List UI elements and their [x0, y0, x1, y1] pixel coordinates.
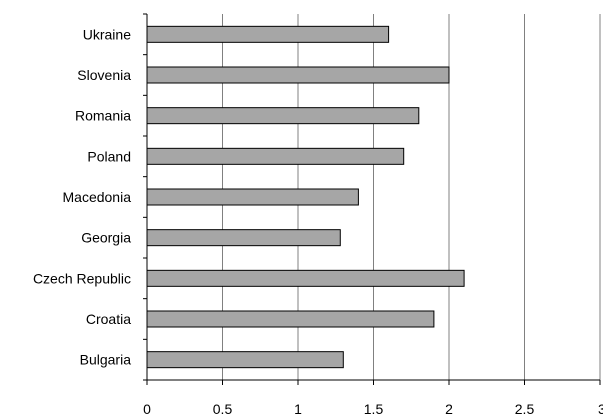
x-tick-label: 2 — [445, 401, 453, 417]
x-tick-label: 2.5 — [515, 401, 535, 417]
bar-croatia — [146, 310, 435, 328]
labels: Ukraine Slovenia Romania Poland Macedonia Geo… — [33, 26, 603, 417]
category-label: Slovenia — [77, 67, 131, 83]
axes — [143, 13, 601, 385]
bar-slovenia — [146, 66, 450, 84]
x-tick-label: 3 — [598, 401, 603, 417]
bars — [146, 25, 465, 369]
bar-georgia — [146, 229, 341, 247]
category-label: Georgia — [81, 230, 131, 246]
bar-romania — [146, 107, 420, 125]
category-label: Romania — [75, 108, 131, 124]
category-label: Czech Republic — [33, 270, 131, 286]
x-tick-label: 1 — [294, 401, 302, 417]
x-tick-label: 0.5 — [213, 401, 233, 417]
x-tick-label: 0 — [143, 401, 151, 417]
category-label: Croatia — [86, 311, 131, 327]
x-tick-label: 1.5 — [364, 401, 384, 417]
bar-macedonia — [146, 188, 359, 206]
bar-czech-republic — [146, 269, 465, 287]
category-label: Poland — [87, 148, 131, 164]
bar-poland — [146, 147, 405, 165]
category-label: Bulgaria — [80, 352, 132, 368]
category-label: Macedonia — [63, 189, 132, 205]
category-label: Ukraine — [83, 26, 131, 42]
bar-bulgaria — [146, 351, 344, 369]
bar-ukraine — [146, 25, 390, 43]
